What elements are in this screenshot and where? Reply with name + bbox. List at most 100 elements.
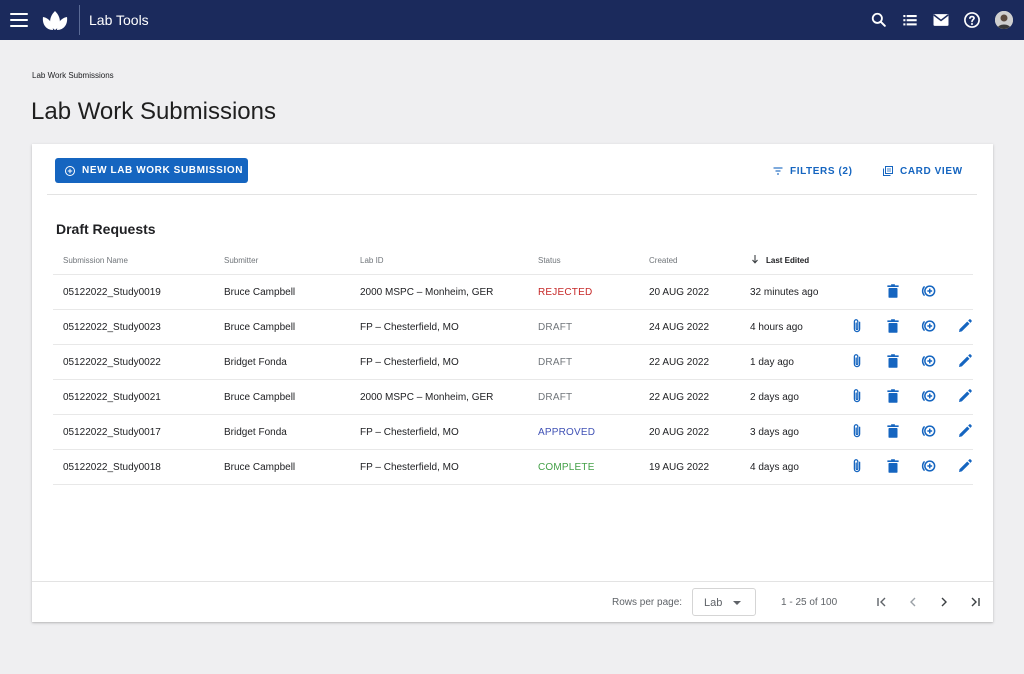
last-edited-cell: 3 days ago: [750, 427, 799, 438]
mail-icon[interactable]: [931, 10, 951, 30]
first-page-icon[interactable]: [874, 594, 890, 610]
submitter-cell: Bruce Campbell: [224, 392, 296, 403]
status-cell: DRAFT: [538, 322, 573, 333]
created-cell: 20 AUG 2022: [649, 427, 710, 438]
edit-icon[interactable]: [956, 352, 974, 370]
last-page-icon[interactable]: [967, 594, 983, 610]
edit-icon[interactable]: [956, 422, 974, 440]
breadcrumb[interactable]: Lab Work Submissions: [32, 71, 114, 80]
status-cell: DRAFT: [538, 392, 573, 403]
attach-icon[interactable]: [848, 457, 866, 475]
submission-name-cell: 05122022_Study0021: [63, 392, 161, 403]
add-circle-icon[interactable]: [920, 387, 938, 405]
status-cell: COMPLETE: [538, 462, 595, 473]
attach-icon[interactable]: [848, 317, 866, 335]
created-cell: 19 AUG 2022: [649, 462, 710, 473]
edit-icon[interactable]: [956, 317, 974, 335]
filters-label: FILTERS (2): [790, 165, 853, 177]
delete-icon[interactable]: [884, 387, 902, 405]
lab-id-cell: FP – Chesterfield, MO: [360, 322, 459, 333]
attach-icon[interactable]: [848, 387, 866, 405]
rows-per-page-label: Rows per page:: [612, 597, 683, 608]
status-cell: DRAFT: [538, 357, 573, 368]
toolbar-divider: [47, 194, 977, 195]
help-icon[interactable]: [962, 10, 982, 30]
sort-arrow-down-icon[interactable]: [750, 254, 760, 264]
add-circle-icon[interactable]: [920, 352, 938, 370]
table-row[interactable]: 05122022_Study0021 Bruce Campbell 2000 MSP…: [53, 380, 973, 415]
submitter-cell: Bridget Fonda: [224, 357, 287, 368]
add-circle-icon[interactable]: [920, 282, 938, 300]
column-header-last-edited[interactable]: Last Edited: [766, 256, 810, 265]
previous-page-icon[interactable]: [905, 594, 921, 610]
status-cell: APPROVED: [538, 427, 596, 438]
menu-icon[interactable]: [10, 10, 30, 30]
created-cell: 22 AUG 2022: [649, 357, 710, 368]
submission-name-cell: 05122022_Study0018: [63, 462, 161, 473]
caret-down-icon: [733, 601, 741, 605]
column-header-submission-name[interactable]: Submission Name: [63, 256, 128, 265]
submission-name-cell: 05122022_Study0023: [63, 322, 161, 333]
lab-id-cell: FP – Chesterfield, MO: [360, 357, 459, 368]
table-row[interactable]: 05122022_Study0023 Bruce Campbell FP – Che…: [53, 310, 973, 345]
table-row[interactable]: 05122022_Study0017 Bridget Fonda FP – Ches…: [53, 415, 973, 450]
card-view-icon: [883, 166, 893, 176]
lab-id-cell: 2000 MSPC – Monheim, GER: [360, 392, 494, 403]
table-row[interactable]: 05122022_Study0018 Bruce Campbell FP – Che…: [53, 450, 973, 485]
delete-icon[interactable]: [884, 317, 902, 335]
logo[interactable]: [40, 8, 70, 32]
filter-icon: [773, 167, 783, 175]
submission-name-cell: 05122022_Study0022: [63, 357, 161, 368]
footer-divider: [32, 581, 993, 582]
delete-icon[interactable]: [884, 422, 902, 440]
add-circle-icon[interactable]: [920, 317, 938, 335]
card-view-button[interactable]: CARD VIEW: [882, 164, 963, 178]
attach-icon[interactable]: [848, 352, 866, 370]
section-title: Draft Requests: [56, 221, 156, 237]
page-title: Lab Work Submissions: [31, 98, 276, 125]
rows-per-page-select[interactable]: Lab: [692, 588, 756, 616]
table-row[interactable]: 05122022_Study0019 Bruce Campbell 2000 MSP…: [53, 275, 973, 310]
submission-name-cell: 05122022_Study0017: [63, 427, 161, 438]
top-app-bar: Lab Tools: [0, 0, 1024, 40]
table-header-divider: [53, 274, 973, 275]
submission-name-cell: 05122022_Study0019: [63, 287, 161, 298]
created-cell: 22 AUG 2022: [649, 392, 710, 403]
lab-id-cell: FP – Chesterfield, MO: [360, 462, 459, 473]
list-icon[interactable]: [900, 10, 920, 30]
edit-icon[interactable]: [956, 457, 974, 475]
delete-icon[interactable]: [884, 282, 902, 300]
delete-icon[interactable]: [884, 352, 902, 370]
topbar-divider: [79, 5, 80, 35]
column-header-status[interactable]: Status: [538, 256, 561, 265]
last-edited-cell: 4 hours ago: [750, 322, 803, 333]
last-edited-cell: 1 day ago: [750, 357, 794, 368]
lab-id-cell: 2000 MSPC – Monheim, GER: [360, 287, 494, 298]
table-row[interactable]: 05122022_Study0022 Bridget Fonda FP – Ches…: [53, 345, 973, 380]
edit-icon[interactable]: [956, 387, 974, 405]
column-header-created[interactable]: Created: [649, 256, 678, 265]
add-circle-icon: [65, 165, 75, 176]
column-header-lab-id[interactable]: Lab ID: [360, 256, 384, 265]
new-submission-label: NEW LAB WORK SUBMISSION: [82, 165, 244, 176]
new-lab-work-submission-button[interactable]: NEW LAB WORK SUBMISSION: [55, 158, 248, 183]
delete-icon[interactable]: [884, 457, 902, 475]
column-header-submitter[interactable]: Submitter: [224, 256, 259, 265]
avatar[interactable]: [995, 11, 1013, 29]
rows-per-page-value: Lab: [704, 597, 723, 609]
card-view-label: CARD VIEW: [900, 165, 963, 177]
created-cell: 24 AUG 2022: [649, 322, 710, 333]
last-edited-cell: 2 days ago: [750, 392, 799, 403]
attach-icon[interactable]: [848, 422, 866, 440]
filters-button[interactable]: FILTERS (2): [772, 164, 853, 178]
submitter-cell: Bridget Fonda: [224, 427, 287, 438]
created-cell: 20 AUG 2022: [649, 287, 710, 298]
next-page-icon[interactable]: [936, 594, 952, 610]
status-cell: REJECTED: [538, 287, 593, 298]
add-circle-icon[interactable]: [920, 422, 938, 440]
search-icon[interactable]: [869, 10, 889, 30]
app-title: Lab Tools: [89, 12, 149, 28]
last-edited-cell: 32 minutes ago: [750, 287, 819, 298]
add-circle-icon[interactable]: [920, 457, 938, 475]
lab-id-cell: FP – Chesterfield, MO: [360, 427, 459, 438]
